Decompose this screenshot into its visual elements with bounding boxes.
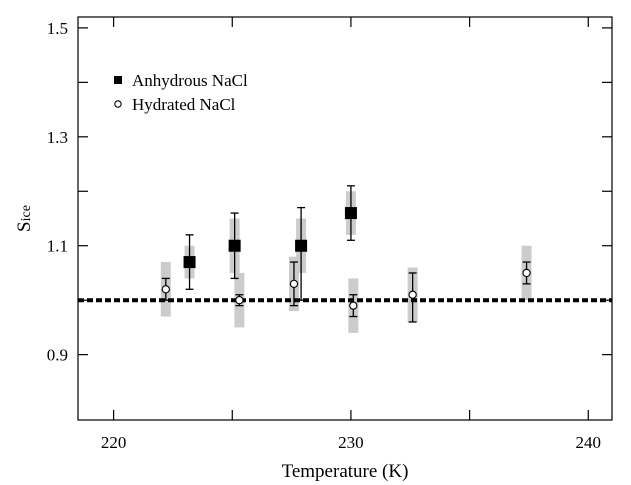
legend-label: Anhydrous NaCl — [132, 71, 248, 90]
legend-marker-square — [114, 76, 122, 84]
data-point-circle — [289, 279, 299, 289]
data-point-circle — [235, 296, 244, 305]
x-axis-title: Temperature (K) — [282, 461, 409, 482]
data-point-circle — [161, 285, 170, 294]
data-point-square — [228, 239, 241, 252]
data-point-circle — [349, 301, 358, 310]
legend-label: Hydrated NaCl — [132, 95, 236, 114]
tick-labels: 220 230 240 0.9 1.1 1.3 1.5 — [47, 19, 601, 452]
data-markers — [161, 207, 531, 310]
y-tick-label: 1.3 — [47, 128, 68, 147]
x-tick-label: 220 — [101, 433, 127, 452]
legend-marker-circle — [114, 100, 122, 108]
data-point-square — [183, 256, 196, 269]
axis-ticks — [78, 17, 612, 420]
plot-frame — [77, 16, 613, 421]
y-axis-title-main: S — [14, 221, 35, 232]
y-axis-title-subscript: ice — [19, 205, 34, 221]
x-tick-label: 240 — [576, 433, 602, 452]
legend: Anhydrous NaCl Hydrated NaCl — [114, 71, 248, 114]
y-axis-title: Sice — [14, 205, 35, 232]
y-tick-label: 1.5 — [47, 19, 68, 38]
data-point-circle — [408, 290, 417, 299]
y-tick-label: 0.9 — [47, 346, 68, 365]
data-point-square — [295, 239, 308, 252]
data-point-circle — [522, 268, 531, 278]
y-tick-label: 1.1 — [47, 237, 68, 256]
x-tick-label: 230 — [338, 433, 364, 452]
data-point-square — [344, 207, 357, 220]
